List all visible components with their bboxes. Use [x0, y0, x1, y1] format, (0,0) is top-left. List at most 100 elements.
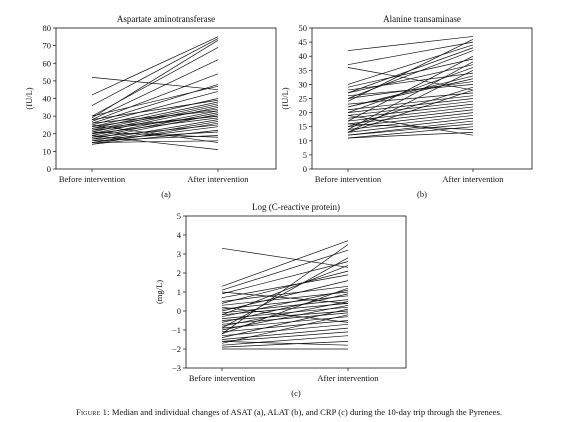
series-lines — [221, 240, 349, 350]
caption-text: Median and individual changes of ASAT (a… — [111, 407, 502, 417]
subject-line — [347, 106, 474, 122]
subject-line — [91, 40, 219, 119]
y-tick-label: 70 — [43, 41, 52, 51]
chart-title: Aspartate aminotransferase — [117, 14, 215, 24]
subject-line — [221, 308, 349, 338]
subject-line — [221, 335, 349, 346]
subject-line — [221, 240, 349, 287]
y-tick-label: 4 — [177, 230, 182, 240]
subject-line — [221, 247, 349, 268]
subject-line — [347, 78, 474, 108]
panel-c-c-reactive-protein: Log (C-reactive protein) −3 −2 −1 0 1 2 3 4 5 (mg/… — [154, 202, 407, 398]
y-tick-label: 10 — [299, 136, 308, 146]
subject-line — [347, 41, 474, 66]
y-tick-label: 25 — [299, 94, 308, 104]
y-tick-label: 0 — [177, 306, 181, 316]
subject-line — [221, 265, 349, 316]
subject-line — [347, 123, 474, 136]
y-tick-label: 5 — [177, 211, 181, 221]
figure: Aspartate aminotransferase01020304050607… — [24, 14, 533, 398]
y-tick-label: 0 — [47, 164, 51, 174]
subject-line — [347, 131, 474, 139]
subject-line — [347, 109, 474, 125]
plot-frame — [185, 215, 407, 369]
subject-line — [347, 72, 474, 91]
caption-label: Figure 1: — [76, 407, 110, 417]
subject-line — [221, 249, 349, 291]
series-lines — [91, 36, 219, 150]
subject-line — [221, 323, 349, 337]
subject-line — [221, 287, 349, 335]
y-tick-label: 5 — [303, 150, 307, 160]
subject-line — [91, 38, 219, 106]
subject-line — [221, 261, 349, 295]
y-tick-label: 0 — [303, 164, 307, 174]
subject-line — [347, 50, 474, 99]
subject-line — [91, 108, 219, 128]
y-axis-label: (mg/L) — [154, 280, 164, 304]
subject-line — [221, 280, 349, 312]
subject-line — [347, 64, 474, 94]
y-tick-label: 20 — [43, 129, 52, 139]
subject-line — [221, 341, 349, 348]
x-category-label: Before intervention — [189, 373, 256, 383]
subject-line — [347, 123, 474, 130]
y-tick-label: 3 — [177, 249, 181, 259]
subject-line — [221, 293, 349, 323]
subject-line — [221, 285, 349, 302]
panel-b-alanine-transaminase: Alanine transaminase 0 5 10 15 20 25 30 35 40 45 50… — [280, 14, 533, 199]
subject-line — [221, 341, 349, 346]
y-tick-label: −3 — [172, 363, 181, 373]
subject-line — [347, 44, 474, 85]
y-tick-label: 2 — [177, 268, 181, 278]
subject-line — [347, 69, 474, 133]
subject-line — [221, 291, 349, 304]
subject-line — [347, 100, 474, 116]
subject-line — [91, 59, 219, 120]
x-category-label: Before intervention — [59, 174, 126, 184]
y-tick-label: 30 — [43, 111, 52, 121]
subject-line — [91, 36, 219, 96]
subject-line — [347, 115, 474, 136]
subject-line — [221, 257, 349, 329]
y-axis-label: (IU/L) — [24, 87, 34, 109]
subject-line — [347, 75, 474, 108]
subject-line — [221, 301, 349, 327]
subject-line — [347, 36, 474, 51]
subject-line — [91, 124, 219, 143]
subject-line — [91, 99, 219, 120]
y-tick-label: 40 — [43, 94, 52, 104]
plot-frame — [311, 27, 533, 170]
subject-line — [347, 55, 474, 122]
y-tick-label: 80 — [43, 23, 52, 33]
subject-line — [347, 86, 474, 128]
y-tick-label: 1 — [177, 287, 181, 297]
subject-line — [221, 327, 349, 340]
x-category-label: After intervention — [187, 174, 249, 184]
series-lines — [347, 36, 474, 139]
subject-line — [347, 38, 474, 102]
x-category-label: Before intervention — [315, 174, 382, 184]
subject-line — [347, 61, 474, 130]
y-tick-label: 20 — [299, 108, 308, 118]
subject-line — [347, 115, 474, 130]
subject-line — [91, 131, 219, 138]
x-category-label: After intervention — [317, 373, 379, 383]
subject-line — [221, 320, 349, 333]
y-tick-label: 45 — [299, 37, 308, 47]
subject-line — [221, 270, 349, 304]
subject-line — [91, 73, 219, 122]
figure-caption: Figure 1: Median and individual changes … — [0, 407, 578, 417]
subject-line — [91, 119, 219, 142]
chart-title: Alanine transaminase — [383, 14, 461, 24]
y-tick-label: 10 — [43, 146, 52, 156]
y-tick-label: 40 — [299, 51, 308, 61]
y-tick-label: 35 — [299, 65, 308, 75]
subject-line — [347, 58, 474, 88]
panel-label: (b) — [417, 189, 427, 199]
y-tick-label: 60 — [43, 58, 52, 68]
chart-title: Log (C-reactive protein) — [252, 202, 340, 212]
subject-line — [91, 124, 219, 138]
y-tick-label: −1 — [172, 325, 181, 335]
subject-line — [91, 91, 219, 126]
